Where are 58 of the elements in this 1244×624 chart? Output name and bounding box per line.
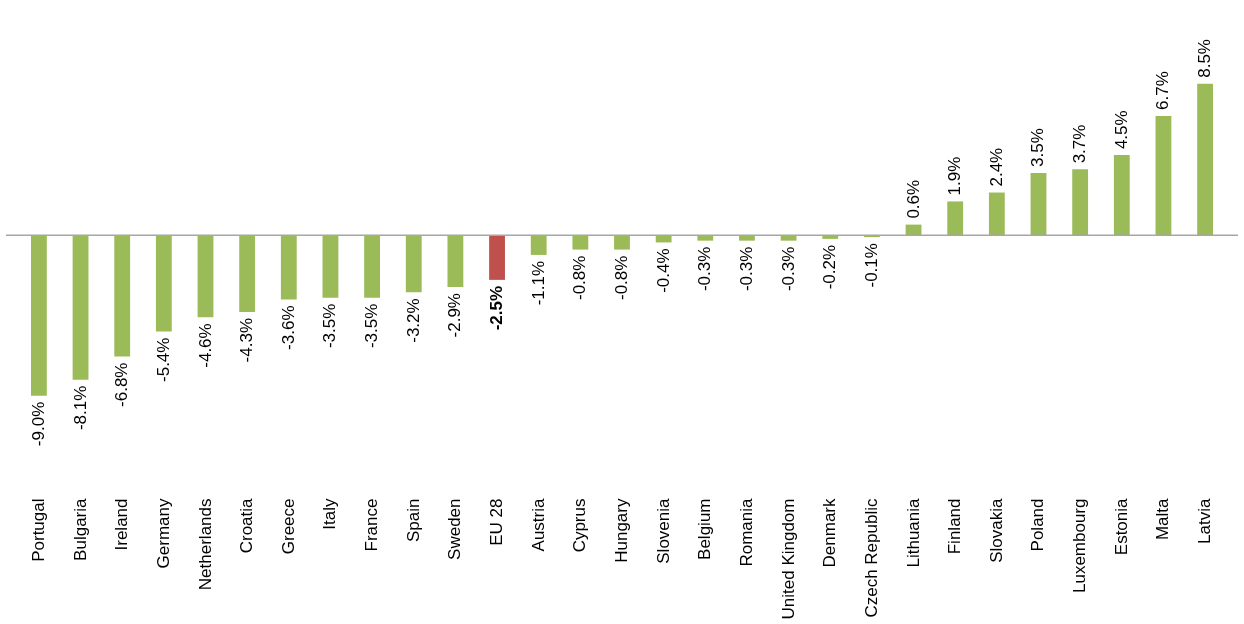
data-label: 0.6%	[903, 179, 923, 219]
x-tick-label: Czech Republic	[861, 498, 881, 618]
x-tick-label: Sweden	[445, 498, 465, 560]
data-label: 2.4%	[986, 147, 1006, 187]
data-label: 1.9%	[945, 156, 965, 196]
x-tick-label: Luxembourg	[1070, 498, 1090, 594]
data-label: 4.5%	[1111, 110, 1131, 150]
data-label: 8.5%	[1195, 39, 1215, 78]
x-tick-label: Malta	[1153, 497, 1173, 541]
x-tick-label: Estonia	[1111, 497, 1131, 556]
x-tick-label: United Kingdom	[778, 498, 798, 620]
x-tick-label: Cyprus	[570, 498, 590, 553]
x-tick-label: Bulgaria	[70, 497, 90, 561]
data-label: 3.7%	[1070, 124, 1090, 164]
x-tick-label: Romania	[736, 497, 756, 567]
x-tick-label: Belgium	[695, 498, 715, 560]
data-label: -0.8%	[570, 255, 590, 300]
data-label: -0.3%	[695, 246, 715, 292]
data-label: -2.9%	[445, 293, 465, 338]
x-tick-label: Slovakia	[986, 497, 1006, 563]
x-tick-label: Netherlands	[195, 498, 215, 591]
data-label: -4.3%	[237, 317, 257, 363]
data-label: -0.8%	[612, 255, 631, 300]
data-label: -4.6%	[195, 323, 215, 368]
data-label: -5.4%	[153, 337, 173, 382]
data-label: -0.2%	[820, 244, 840, 290]
x-tick-label: Portugal	[28, 498, 48, 562]
data-label: -3.6%	[278, 305, 298, 350]
x-tick-label: Latvia	[1195, 497, 1215, 544]
x-tick-label: Germany	[153, 498, 173, 569]
x-tick-label: EU 28	[487, 498, 507, 546]
x-tick-label: Finland	[945, 498, 965, 555]
x-tick-label: Poland	[1028, 498, 1048, 552]
x-tick-label: Croatia	[237, 497, 257, 554]
x-tick-label: Italy	[320, 498, 340, 530]
data-label: -3.5%	[320, 303, 340, 349]
x-tick-label: Spain	[403, 498, 423, 542]
data-label: -3.2%	[403, 298, 423, 343]
x-tick-label: Hungary	[612, 498, 631, 563]
x-tick-label: Slovenia	[653, 497, 673, 564]
x-tick-label: France	[362, 498, 382, 552]
data-label: -9.0%	[28, 401, 48, 447]
data-label: -8.1%	[70, 385, 90, 431]
x-tick-label: Greece	[278, 498, 298, 555]
data-label: -2.5%	[487, 285, 507, 331]
data-label: -6.8%	[112, 362, 132, 407]
data-label: -0.3%	[778, 246, 798, 292]
data-label: -1.1%	[528, 260, 548, 306]
data-label: -3.5%	[362, 303, 382, 349]
x-tick-label: Lithuania	[903, 497, 923, 568]
x-tick-label: Denmark	[820, 498, 840, 568]
x-tick-label: Ireland	[112, 498, 132, 551]
data-label: 6.7%	[1153, 71, 1173, 110]
data-label: 3.5%	[1028, 128, 1048, 167]
x-tick-label: Austria	[528, 497, 548, 552]
data-label: -0.4%	[653, 248, 673, 293]
data-label: -0.1%	[861, 243, 881, 288]
data-label: -0.3%	[736, 246, 756, 292]
